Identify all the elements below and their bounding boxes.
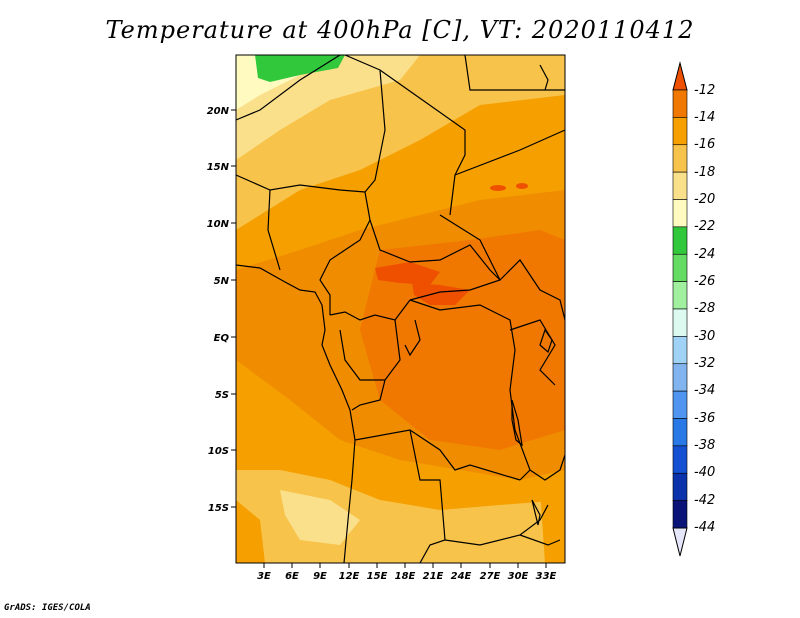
- map-title: Temperature at 400hPa [C], VT: 202011041…: [105, 16, 695, 44]
- colorbar-bottom-arrow: [672, 527, 688, 557]
- map-frame: [235, 54, 566, 564]
- x-label-3e: 3E: [257, 571, 271, 582]
- colorbar-label: -30: [694, 329, 715, 344]
- colorbar-swatch: [672, 144, 688, 173]
- colorbar-label: -40: [694, 465, 715, 480]
- x-label-18e: 18E: [395, 571, 416, 582]
- y-label-20n: 20N: [207, 106, 230, 117]
- x-label-27e: 27E: [480, 571, 501, 582]
- y-label-10s: 10S: [208, 446, 229, 457]
- colorbar-labels: -12 -14 -16 -18 -20 -22 -24 -26 -28 -30 …: [694, 83, 715, 535]
- colorbar-label: -34: [694, 383, 715, 398]
- country-borders: [236, 55, 565, 563]
- colorbar-label: -38: [694, 438, 715, 453]
- x-label-21e: 21E: [423, 571, 444, 582]
- colorbar-label: -44: [694, 520, 715, 535]
- colorbar-top-arrow: [672, 61, 688, 91]
- x-axis: 3E 6E 9E 12E 15E 18E 21E 24E 27E 30E 33E: [257, 563, 557, 582]
- colorbar-label: -22: [694, 219, 715, 234]
- colorbar-swatch: [672, 308, 688, 337]
- colorbar-label: -32: [694, 356, 715, 371]
- y-label-5s: 5S: [215, 390, 229, 401]
- x-label-33e: 33E: [536, 571, 557, 582]
- colorbar-swatch: [672, 117, 688, 146]
- grads-credit: GrADS: IGES/COLA: [4, 603, 91, 613]
- colorbar-label: -42: [694, 493, 715, 508]
- colorbar-label: -36: [694, 411, 715, 426]
- colorbar-swatch: [672, 363, 688, 392]
- colorbar-label: -16: [694, 137, 715, 152]
- colorbar-swatch: [672, 226, 688, 255]
- x-label-24e: 24E: [451, 571, 472, 582]
- colorbar-swatch: [672, 418, 688, 447]
- colorbar-swatch: [672, 336, 688, 365]
- colorbar-swatch: [672, 445, 688, 474]
- temperature-field: [236, 55, 565, 563]
- colorbar-label: -24: [694, 247, 715, 262]
- colorbar-swatch: [672, 281, 688, 310]
- y-label-15n: 15N: [207, 162, 230, 173]
- colorbar-swatch: [672, 500, 688, 529]
- colorbar-label: -20: [694, 192, 715, 207]
- colorbar-label: -14: [694, 110, 715, 125]
- y-label-eq: EQ: [214, 333, 230, 344]
- colorbar-swatch: [672, 390, 688, 419]
- x-label-6e: 6E: [285, 571, 299, 582]
- x-label-15e: 15E: [367, 571, 388, 582]
- x-label-30e: 30E: [508, 571, 529, 582]
- colorbar-swatch: [672, 171, 688, 200]
- colorbar: -12 -14 -16 -18 -20 -22 -24 -26 -28 -30 …: [672, 61, 715, 557]
- y-label-5n: 5N: [214, 276, 230, 287]
- colorbar-label: -18: [694, 165, 715, 180]
- y-label-10n: 10N: [207, 219, 230, 230]
- x-label-12e: 12E: [339, 571, 360, 582]
- colorbar-label: -12: [694, 83, 715, 98]
- y-label-15s: 15S: [208, 503, 229, 514]
- y-axis: 20N 15N 10N 5N EQ 5S 10S 15S: [207, 106, 236, 514]
- colorbar-label: -26: [694, 274, 715, 289]
- colorbar-swatch: [672, 472, 688, 501]
- colorbar-boxes: [672, 89, 688, 529]
- colorbar-label: -28: [694, 301, 715, 316]
- colorbar-swatch: [672, 199, 688, 228]
- colorbar-swatch: [672, 89, 688, 118]
- x-label-9e: 9E: [313, 571, 327, 582]
- colorbar-swatch: [672, 253, 688, 282]
